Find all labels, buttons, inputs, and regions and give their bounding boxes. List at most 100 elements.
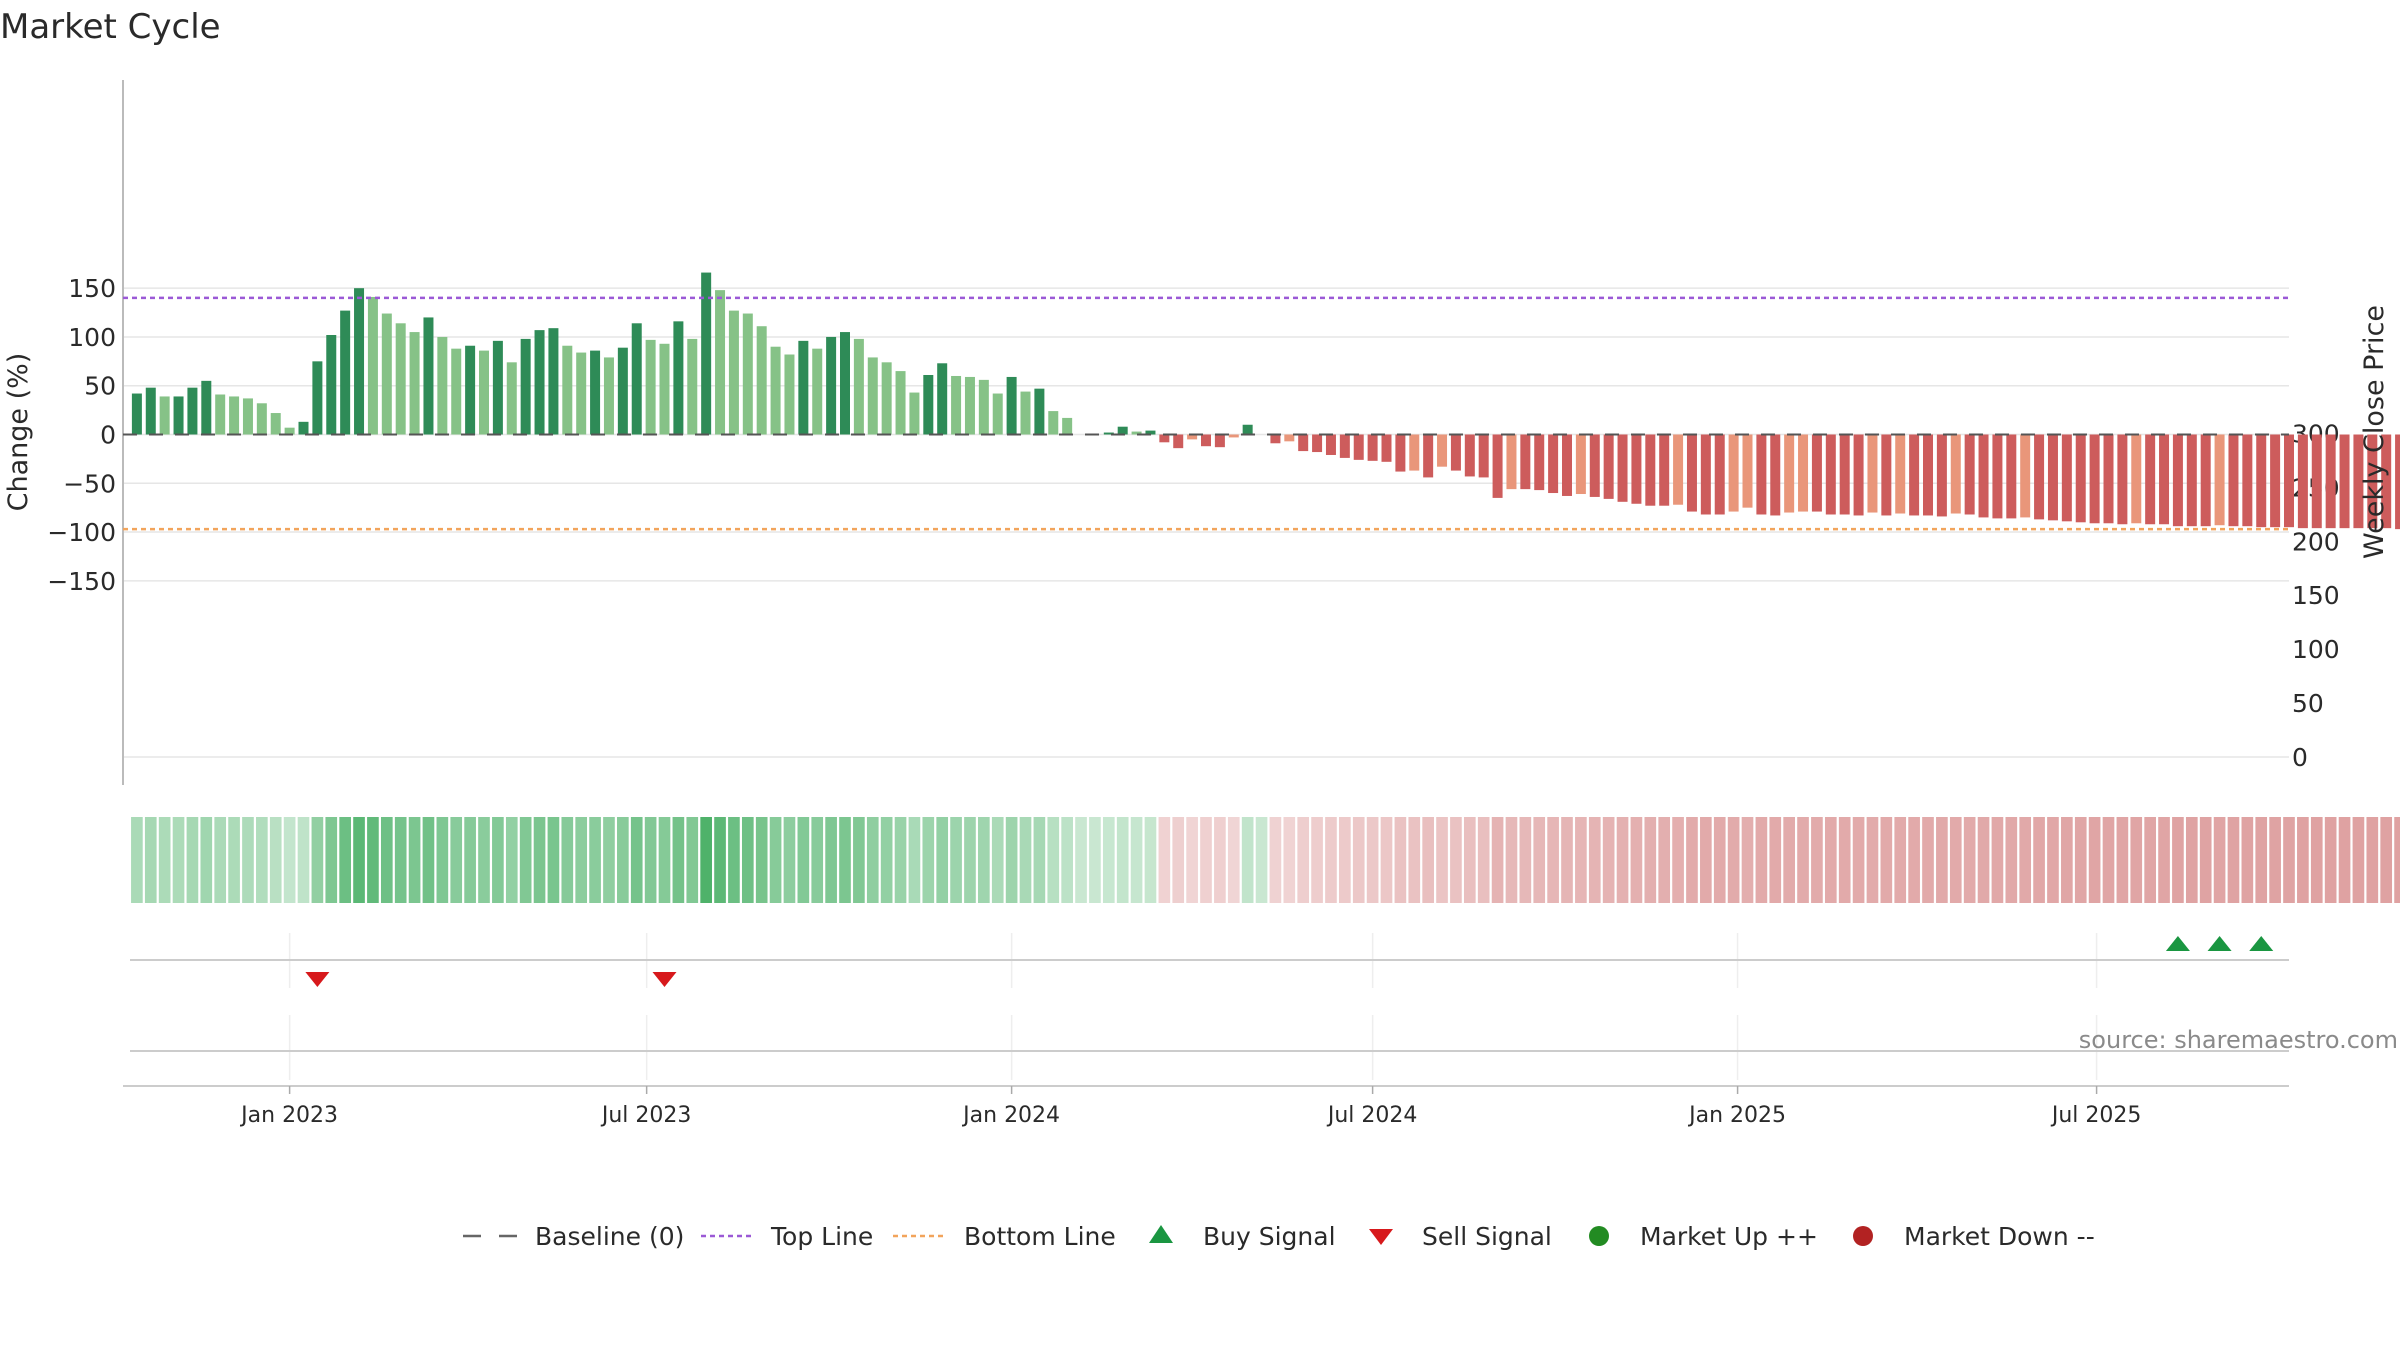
change-bar	[742, 313, 753, 435]
x-axis: Jan 2023 Jul 2023 Jan 2024 Jul 2024 Jan 2025…	[239, 1086, 2141, 1128]
change-bar	[284, 427, 295, 435]
strength-cell	[1505, 817, 1518, 903]
change-bar	[659, 343, 670, 435]
strength-cell	[1602, 817, 1615, 903]
change-bar	[1700, 434, 1711, 515]
strength-cell	[1991, 817, 2004, 903]
change-bar	[242, 398, 253, 435]
y-right-tick-label: 100	[2292, 635, 2340, 664]
strength-cell	[672, 817, 685, 903]
strength-cell	[2255, 817, 2268, 903]
change-bar	[1909, 434, 1920, 516]
strength-cell	[2380, 817, 2393, 903]
change-bar	[1034, 388, 1045, 435]
strength-cell	[1130, 817, 1143, 903]
change-bar	[964, 376, 975, 435]
strength-cell	[1339, 817, 1351, 903]
legend: Baseline (0) Top Line Bottom Line Buy Signa…	[463, 1222, 2095, 1251]
change-bar	[256, 403, 267, 435]
strength-cell	[1838, 817, 1851, 903]
change-bar	[2242, 434, 2253, 527]
strength-cell	[1158, 817, 1171, 903]
change-bar	[645, 339, 656, 435]
change-bar	[2047, 434, 2058, 521]
strength-cell	[755, 817, 768, 903]
strength-cell	[339, 817, 351, 903]
strength-cell	[1977, 817, 1990, 903]
strength-cell	[1686, 817, 1698, 903]
change-bar	[2117, 434, 2128, 525]
strength-cell	[1214, 817, 1226, 903]
chart-title: Market Cycle	[0, 7, 221, 47]
main-panel-grid	[123, 287, 2289, 758]
change-bar	[1673, 434, 1684, 505]
main-panel-axes: −150−100−50050100150050100150200250300	[47, 80, 2340, 785]
strength-cell	[1630, 817, 1643, 903]
strength-cell	[1436, 817, 1448, 903]
strength-cell	[269, 817, 282, 903]
strength-cell	[1019, 817, 1032, 903]
strength-cell	[2074, 817, 2087, 903]
strength-cell	[866, 817, 879, 903]
sell-signal-marker	[305, 972, 330, 987]
strength-cell	[325, 817, 338, 903]
change-bar	[1062, 417, 1073, 435]
change-bar	[951, 375, 962, 435]
change-bar	[2256, 434, 2267, 528]
change-bar	[1506, 434, 1517, 490]
strength-cell	[1075, 817, 1087, 903]
strength-cell	[769, 817, 782, 903]
change-bar	[1770, 434, 1781, 516]
change-bar	[1742, 434, 1753, 508]
change-bar	[367, 296, 378, 435]
strength-cell	[1575, 817, 1587, 903]
y-left-label: Change (%)	[3, 353, 34, 512]
change-bar	[1839, 434, 1850, 515]
strength-cell	[1713, 817, 1726, 903]
strength-cell	[880, 817, 893, 903]
change-bar	[631, 323, 642, 435]
strength-cell	[2033, 817, 2045, 903]
legend-label: Bottom Line	[964, 1222, 1116, 1251]
change-bar	[2214, 434, 2225, 526]
change-bar	[1825, 434, 1836, 515]
change-bar	[2284, 434, 2294, 528]
strength-cell	[228, 817, 240, 903]
strength-cell	[1227, 817, 1240, 903]
change-bar	[1936, 434, 1947, 517]
strength-cell	[2366, 817, 2379, 903]
strength-cell	[367, 817, 379, 903]
strength-cell	[894, 817, 907, 903]
change-bar	[978, 379, 989, 435]
change-bar	[1214, 434, 1225, 448]
change-bar	[2131, 434, 2142, 524]
change-bar	[270, 413, 281, 435]
strength-cell	[2005, 817, 2018, 903]
strength-cell	[492, 817, 504, 903]
change-bar	[853, 338, 864, 435]
strength-cell	[1144, 817, 1157, 903]
buy-signal-marker	[2207, 936, 2232, 951]
strength-cell	[1394, 817, 1407, 903]
change-bar	[1853, 434, 1864, 516]
strength-cell	[1533, 817, 1546, 903]
change-bar	[131, 393, 142, 435]
strength-cell	[1477, 817, 1490, 903]
change-bar	[1659, 434, 1670, 506]
strength-cell	[2116, 817, 2129, 903]
change-bar	[479, 350, 489, 435]
strength-cell	[186, 817, 199, 903]
strength-cell	[686, 817, 699, 903]
change-bar	[492, 340, 503, 435]
change-bar	[465, 345, 476, 435]
strength-cell	[1588, 817, 1601, 903]
change-bar	[229, 396, 240, 435]
change-bar	[937, 363, 948, 435]
buy-signal-marker	[2249, 936, 2274, 951]
change-bar	[1881, 434, 1892, 516]
strength-cell	[1866, 817, 1879, 903]
strength-cell	[1297, 817, 1310, 903]
change-bar	[617, 347, 628, 435]
strength-cell	[2061, 817, 2073, 903]
strength-cell	[505, 817, 518, 903]
